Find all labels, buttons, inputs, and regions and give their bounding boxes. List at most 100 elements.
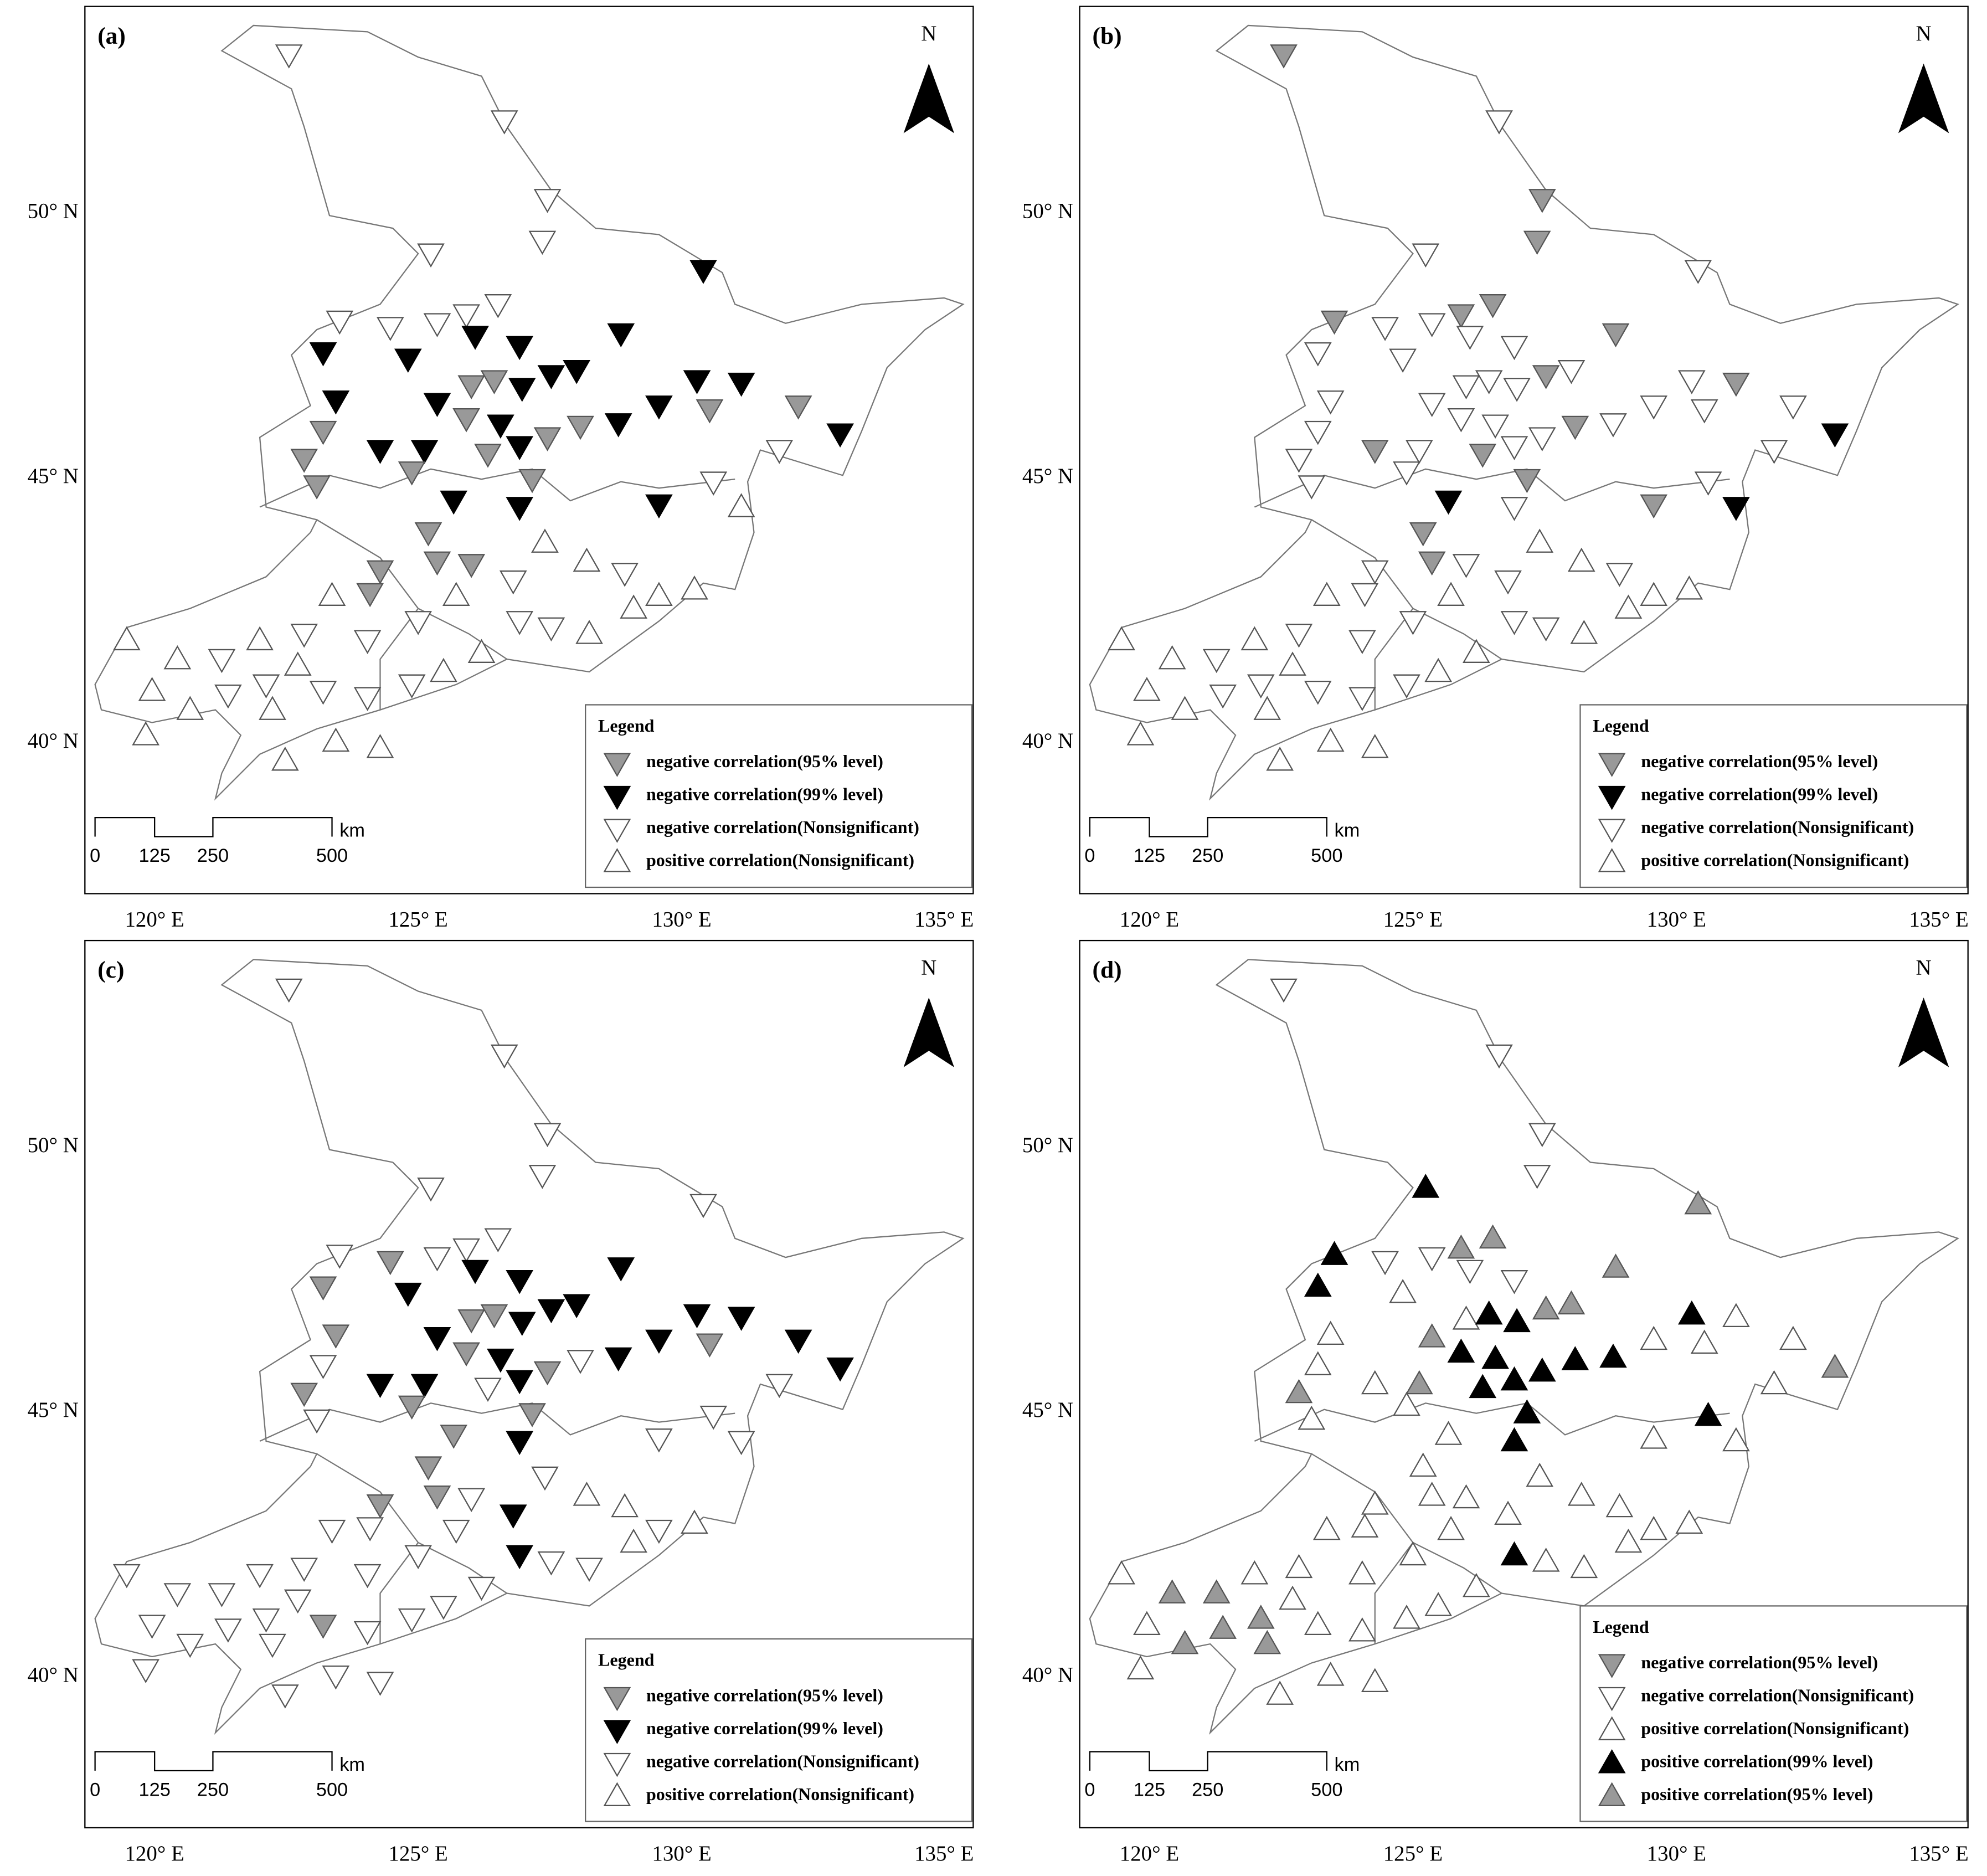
station-marker bbox=[457, 375, 486, 400]
station-marker bbox=[309, 680, 337, 705]
station-marker bbox=[575, 1558, 603, 1582]
station-marker bbox=[573, 547, 601, 572]
station-marker bbox=[484, 1228, 512, 1253]
station-marker bbox=[442, 582, 470, 606]
legend-text: negative correlation(95% level) bbox=[646, 751, 883, 771]
station-marker bbox=[112, 1564, 141, 1589]
station-marker bbox=[423, 551, 451, 576]
station-marker bbox=[1462, 1572, 1490, 1597]
station-marker bbox=[1285, 1379, 1313, 1404]
legend-text: positive correlation(Nonsignificant) bbox=[646, 1784, 914, 1804]
scale-label: 250 bbox=[1192, 845, 1223, 866]
lon-label: 120° E bbox=[125, 1842, 184, 1865]
station-marker bbox=[506, 497, 534, 521]
scale-label: 0 bbox=[90, 845, 100, 866]
station-marker bbox=[1393, 1391, 1420, 1416]
scale-bar bbox=[94, 1751, 333, 1772]
lon-label: 130° E bbox=[652, 908, 711, 932]
station-marker bbox=[826, 423, 854, 448]
station-marker bbox=[480, 370, 508, 394]
panel-label: (a) bbox=[97, 23, 126, 49]
station-marker bbox=[1452, 375, 1480, 400]
scale-unit: km bbox=[339, 820, 365, 841]
station-marker bbox=[214, 684, 242, 709]
station-marker bbox=[417, 243, 445, 268]
station-marker bbox=[484, 294, 512, 318]
station-marker bbox=[1361, 1370, 1389, 1395]
region-outline bbox=[1089, 24, 1959, 801]
station-marker bbox=[727, 1307, 755, 1331]
station-marker bbox=[537, 1551, 565, 1576]
station-marker bbox=[1389, 348, 1417, 373]
station-marker bbox=[309, 342, 337, 367]
station-marker bbox=[699, 1405, 728, 1430]
station-marker bbox=[1684, 260, 1712, 284]
station-marker bbox=[467, 639, 496, 663]
station-marker bbox=[1690, 399, 1718, 424]
station-marker bbox=[487, 1348, 514, 1373]
scale-label: 0 bbox=[1084, 1780, 1095, 1801]
legend-title: Legend bbox=[598, 1649, 655, 1669]
lon-label: 125° E bbox=[1383, 1842, 1443, 1865]
legend-symbol bbox=[603, 1720, 631, 1744]
station-marker bbox=[487, 414, 514, 439]
station-marker bbox=[1285, 1554, 1313, 1579]
station-marker bbox=[1434, 490, 1463, 515]
station-marker bbox=[132, 1659, 160, 1684]
station-marker bbox=[1494, 1500, 1522, 1525]
station-marker bbox=[1640, 1425, 1668, 1449]
station-marker bbox=[1418, 1482, 1446, 1506]
legend-text: positive correlation(Nonsignificant) bbox=[1641, 1718, 1909, 1738]
station-marker bbox=[366, 1494, 394, 1519]
legend-text: negative correlation(Nonsignificant) bbox=[1641, 817, 1914, 837]
station-marker bbox=[499, 1504, 527, 1529]
map-panel: (a) N 50° N 45° N 40° N 120° E 125° E 130° E 135… bbox=[28, 6, 974, 932]
station-marker bbox=[1821, 423, 1849, 448]
lon-label: 120° E bbox=[125, 908, 184, 932]
station-marker bbox=[727, 493, 755, 517]
station-marker bbox=[1285, 449, 1313, 473]
station-marker bbox=[533, 1123, 562, 1148]
station-marker bbox=[467, 1576, 496, 1601]
scale-unit: km bbox=[1335, 1754, 1360, 1775]
station-marker bbox=[1528, 189, 1556, 213]
lon-label: 125° E bbox=[388, 1842, 447, 1865]
station-marker bbox=[1675, 1509, 1703, 1534]
station-marker bbox=[480, 1304, 508, 1329]
region-outline bbox=[94, 24, 965, 801]
legend-box bbox=[585, 1638, 973, 1822]
station-marker bbox=[528, 230, 557, 255]
station-marker bbox=[1561, 1346, 1589, 1370]
station-marker bbox=[1605, 1493, 1634, 1518]
station-marker bbox=[284, 1589, 312, 1614]
lat-label: 45° N bbox=[28, 464, 79, 488]
station-marker bbox=[423, 313, 451, 337]
station-marker bbox=[208, 649, 236, 674]
station-marker bbox=[284, 651, 312, 676]
station-marker bbox=[1320, 1241, 1348, 1265]
station-marker bbox=[506, 436, 534, 460]
station-marker bbox=[309, 420, 337, 445]
station-marker bbox=[567, 1350, 594, 1374]
station-marker bbox=[1462, 639, 1490, 663]
station-marker bbox=[1779, 1325, 1807, 1350]
station-marker bbox=[1494, 570, 1522, 595]
station-marker bbox=[1570, 620, 1598, 644]
station-marker bbox=[1523, 230, 1551, 255]
station-marker bbox=[1304, 1272, 1332, 1297]
station-marker bbox=[1557, 1290, 1586, 1315]
station-marker bbox=[611, 563, 639, 587]
legend-text: positive correlation(Nonsignificant) bbox=[1641, 850, 1909, 870]
station-marker bbox=[303, 1409, 331, 1434]
station-marker bbox=[689, 1194, 717, 1219]
station-marker bbox=[1481, 1345, 1510, 1369]
station-marker bbox=[1722, 372, 1750, 397]
station-marker bbox=[1567, 1482, 1595, 1506]
station-marker bbox=[1437, 582, 1465, 606]
station-marker bbox=[1475, 1300, 1503, 1325]
station-marker bbox=[506, 1431, 534, 1456]
station-marker bbox=[683, 1304, 711, 1329]
station-marker bbox=[1760, 440, 1788, 464]
legend-text: negative correlation(Nonsignificant) bbox=[1641, 1685, 1914, 1705]
scale-label: 125 bbox=[139, 845, 171, 866]
